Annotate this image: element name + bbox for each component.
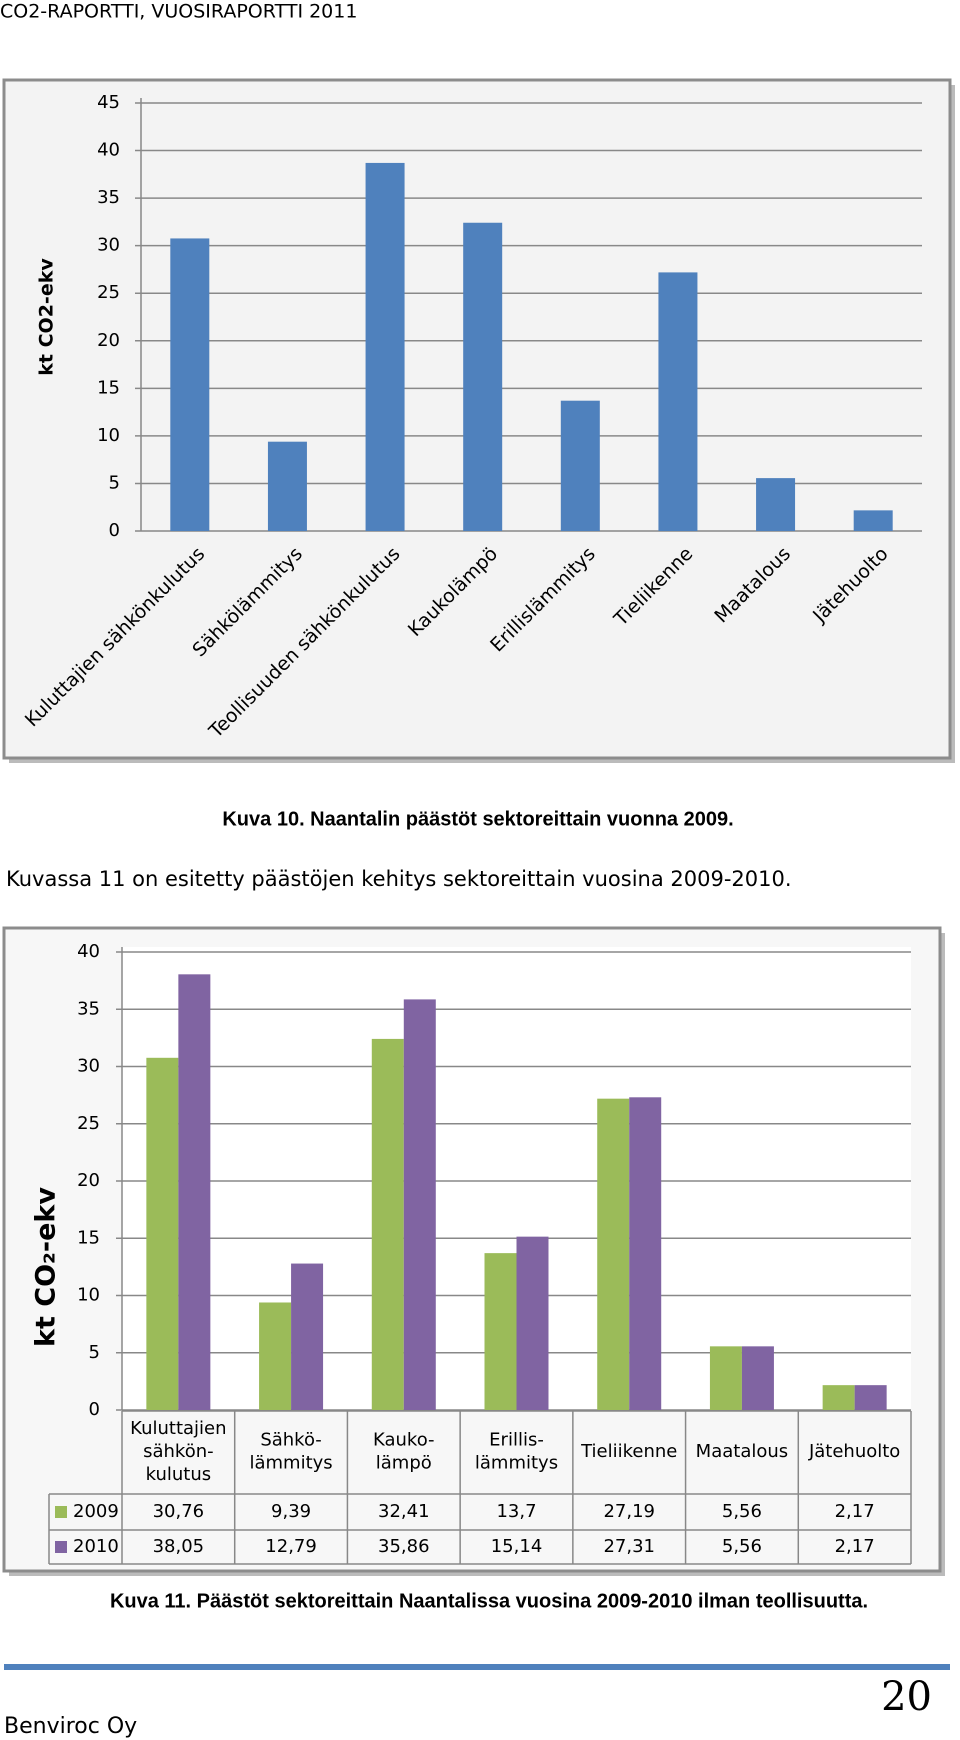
bar — [291, 1263, 324, 1410]
y-tick-label: 5 — [89, 1342, 100, 1363]
header-title: CO2-RAPORTTI, VUOSIRAPORTTI 2011 — [0, 1, 357, 23]
y-tick-label: 5 — [109, 472, 120, 493]
bar — [629, 1097, 662, 1410]
page-number: 20 — [881, 1674, 932, 1720]
y-tick-label: 0 — [89, 1399, 100, 1420]
table-category: Jätehuolto — [808, 1441, 900, 1462]
bar — [178, 974, 211, 1410]
bar — [146, 1057, 179, 1410]
bar — [741, 1346, 774, 1410]
y-tick-label: 25 — [97, 282, 120, 303]
y-tick-label: 35 — [97, 187, 120, 208]
table-category: Kauko-lämpö — [373, 1430, 435, 1474]
table-category: Erillis-lämmitys — [475, 1430, 558, 1474]
table-value: 27,31 — [603, 1536, 655, 1557]
y-tick-label: 15 — [97, 377, 120, 398]
bar — [267, 441, 307, 531]
table-value: 35,86 — [378, 1536, 430, 1557]
y-tick-label: 10 — [77, 1285, 100, 1306]
y-tick-label: 10 — [97, 425, 120, 446]
table-category: Maatalous — [696, 1441, 788, 1462]
y-tick-label: 30 — [97, 235, 120, 256]
bar — [259, 1302, 292, 1410]
legend-swatch — [55, 1506, 67, 1518]
table-value: 12,79 — [265, 1536, 317, 1557]
table-value: 15,14 — [491, 1536, 543, 1557]
bar — [484, 1253, 517, 1410]
bar — [597, 1098, 630, 1410]
bar — [709, 1346, 742, 1410]
bar — [463, 222, 503, 532]
bar — [853, 510, 893, 531]
legend-label: 2009 — [73, 1501, 119, 1522]
table-value: 27,19 — [603, 1501, 655, 1522]
y-tick-label: 40 — [97, 140, 120, 161]
bar — [516, 1236, 549, 1410]
y-tick-label: 15 — [77, 1227, 100, 1248]
table-value: 9,39 — [271, 1501, 311, 1522]
legend-swatch — [55, 1541, 67, 1553]
table-value: 38,05 — [153, 1536, 205, 1557]
y-tick-label: 35 — [77, 998, 100, 1019]
table-value: 2,17 — [835, 1536, 875, 1557]
y-tick-label: 25 — [77, 1113, 100, 1134]
y-axis-label: kt CO2-ekv — [36, 258, 58, 376]
table-value: 30,76 — [153, 1501, 205, 1522]
y-tick-label: 20 — [77, 1170, 100, 1191]
table-value: 2,17 — [835, 1501, 875, 1522]
y-tick-label: 40 — [77, 941, 100, 962]
bar — [170, 238, 210, 531]
bar — [822, 1385, 855, 1410]
footer-rule — [4, 1664, 950, 1670]
paragraph: Kuvassa 11 on esitetty päästöjen kehitys… — [6, 867, 792, 891]
bar — [365, 162, 405, 532]
y-tick-label: 0 — [109, 520, 120, 541]
bar — [658, 272, 698, 531]
table-value: 5,56 — [722, 1501, 762, 1522]
figure-caption: Kuva 10. Naantalin päästöt sektoreittain… — [222, 808, 733, 830]
bar — [560, 400, 600, 531]
bar — [371, 1038, 404, 1410]
footer-company: Benviroc Oy — [4, 1714, 137, 1739]
table-category: Tieliikenne — [580, 1441, 677, 1462]
table-category: Kuluttajien sähkön-kulutus — [130, 1418, 226, 1485]
bar — [403, 999, 436, 1410]
table-value: 13,7 — [496, 1501, 536, 1522]
table-value: 5,56 — [722, 1536, 762, 1557]
bar — [756, 478, 796, 531]
y-axis-label: kt CO₂-ekv — [31, 1187, 62, 1347]
y-tick-label: 30 — [77, 1056, 100, 1077]
legend-label: 2010 — [73, 1536, 119, 1557]
bar — [854, 1385, 887, 1410]
figure-caption: Kuva 11. Päästöt sektoreittain Naantalis… — [110, 1590, 868, 1612]
table-category: Sähkö-lämmitys — [249, 1430, 332, 1474]
y-tick-label: 45 — [97, 92, 120, 113]
y-tick-label: 20 — [97, 330, 120, 351]
table-value: 32,41 — [378, 1501, 430, 1522]
